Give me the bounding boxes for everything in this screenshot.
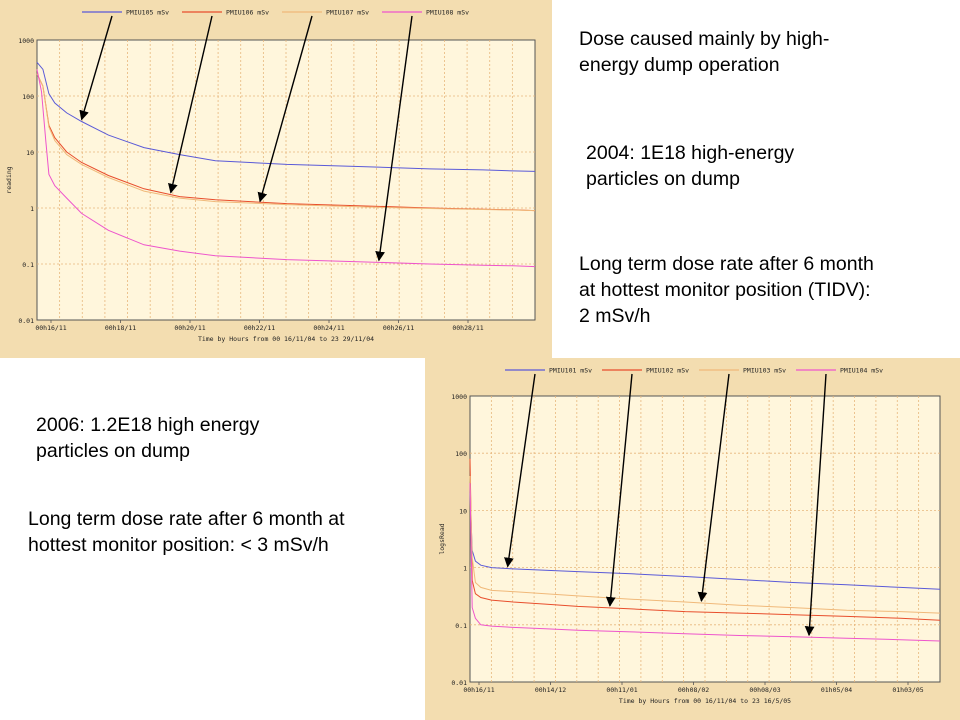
y-tick-label: 0.01 [18,317,34,325]
annotation-arrow [697,373,730,602]
y-tick-label: 1000 [451,393,467,401]
y-tick-label: 0.01 [451,679,467,687]
series-line-3 [36,73,536,212]
annotation-arrow [804,373,827,637]
x-axis-label: Time by Hours from 00 16/11/04 to 23 16/… [619,697,791,705]
chart-panel-2004: 1000 100 10 1 0.1 0.01 00h16/11 00h18/11 00h20/1… [0,0,552,358]
y-tick-label: 1000 [18,37,34,45]
chart-panel-2006: 1000 100 10 1 0.1 0.01 00h16/11 00h14/12 00h11/0… [425,358,960,720]
annotation-arrow [79,15,113,121]
x-tick-label: 00h24/11 [313,324,344,332]
x-tick-label: 00h18/11 [105,324,136,332]
legend-label: PMIU104 mSv [840,367,883,375]
x-tick-label: 00h20/11 [174,324,205,332]
annotation-arrow [504,373,536,568]
legend-label: PMIU107 mSv [326,9,369,17]
long-term-2006-text: Long term dose rate after 6 month at hot… [28,508,345,556]
y-tick-label: 10 [459,507,467,515]
legend-label: PMIU105 mSv [126,9,169,17]
annotation-arrow [257,15,313,203]
x-axis-label: Time by Hours from 00 16/11/04 to 23 29/… [198,335,374,343]
legend-label: PMIU101 mSv [549,367,592,375]
particles-2006-text: 2006: 1.2E18 high energy particles on du… [36,414,260,462]
x-tick-label: 00h22/11 [244,324,275,332]
series-line-3 [469,475,941,614]
series-line-4 [469,483,941,642]
legend-label: PMIU108 mSv [426,9,469,17]
y-tick-label: 100 [22,93,34,101]
series-line-2 [469,458,941,621]
y-tick-label: 0.1 [22,261,34,269]
annotation-arrow [375,15,413,262]
series-line-4 [36,69,536,268]
legend-label: PMIU103 mSv [743,367,786,375]
y-tick-label: 0.1 [455,622,467,630]
y-axis-label: reading [5,166,13,193]
y-tick-label: 100 [455,450,467,458]
x-tick-label: 00h08/02 [678,686,709,694]
dose-caused-text: Dose caused mainly by high- energy dump … [579,28,830,76]
series-line-1 [36,61,536,172]
y-axis-label: logsRead [438,523,446,554]
x-tick-label: 00h16/11 [35,324,66,332]
legend-label: PMIU102 mSv [646,367,689,375]
annotation-arrow [605,373,633,607]
y-tick-label: 1 [30,205,34,213]
long-term-2004-text: Long term dose rate after 6 month at hot… [579,253,874,327]
x-tick-label: 00h08/03 [749,686,780,694]
y-tick-label: 1 [463,565,467,573]
x-tick-label: 00h14/12 [535,686,566,694]
y-tick-label: 10 [26,149,34,157]
legend-label: PMIU106 mSv [226,9,269,17]
annotation-arrow [168,15,213,194]
x-tick-label: 00h16/11 [463,686,494,694]
series-line-1 [469,493,941,590]
x-tick-label: 01h03/05 [892,686,923,694]
x-tick-label: 01h05/04 [821,686,852,694]
x-tick-label: 00h26/11 [383,324,414,332]
x-tick-label: 00h28/11 [452,324,483,332]
x-tick-label: 00h11/01 [606,686,637,694]
particles-2004-text: 2004: 1E18 high-energy particles on dump [586,142,795,190]
